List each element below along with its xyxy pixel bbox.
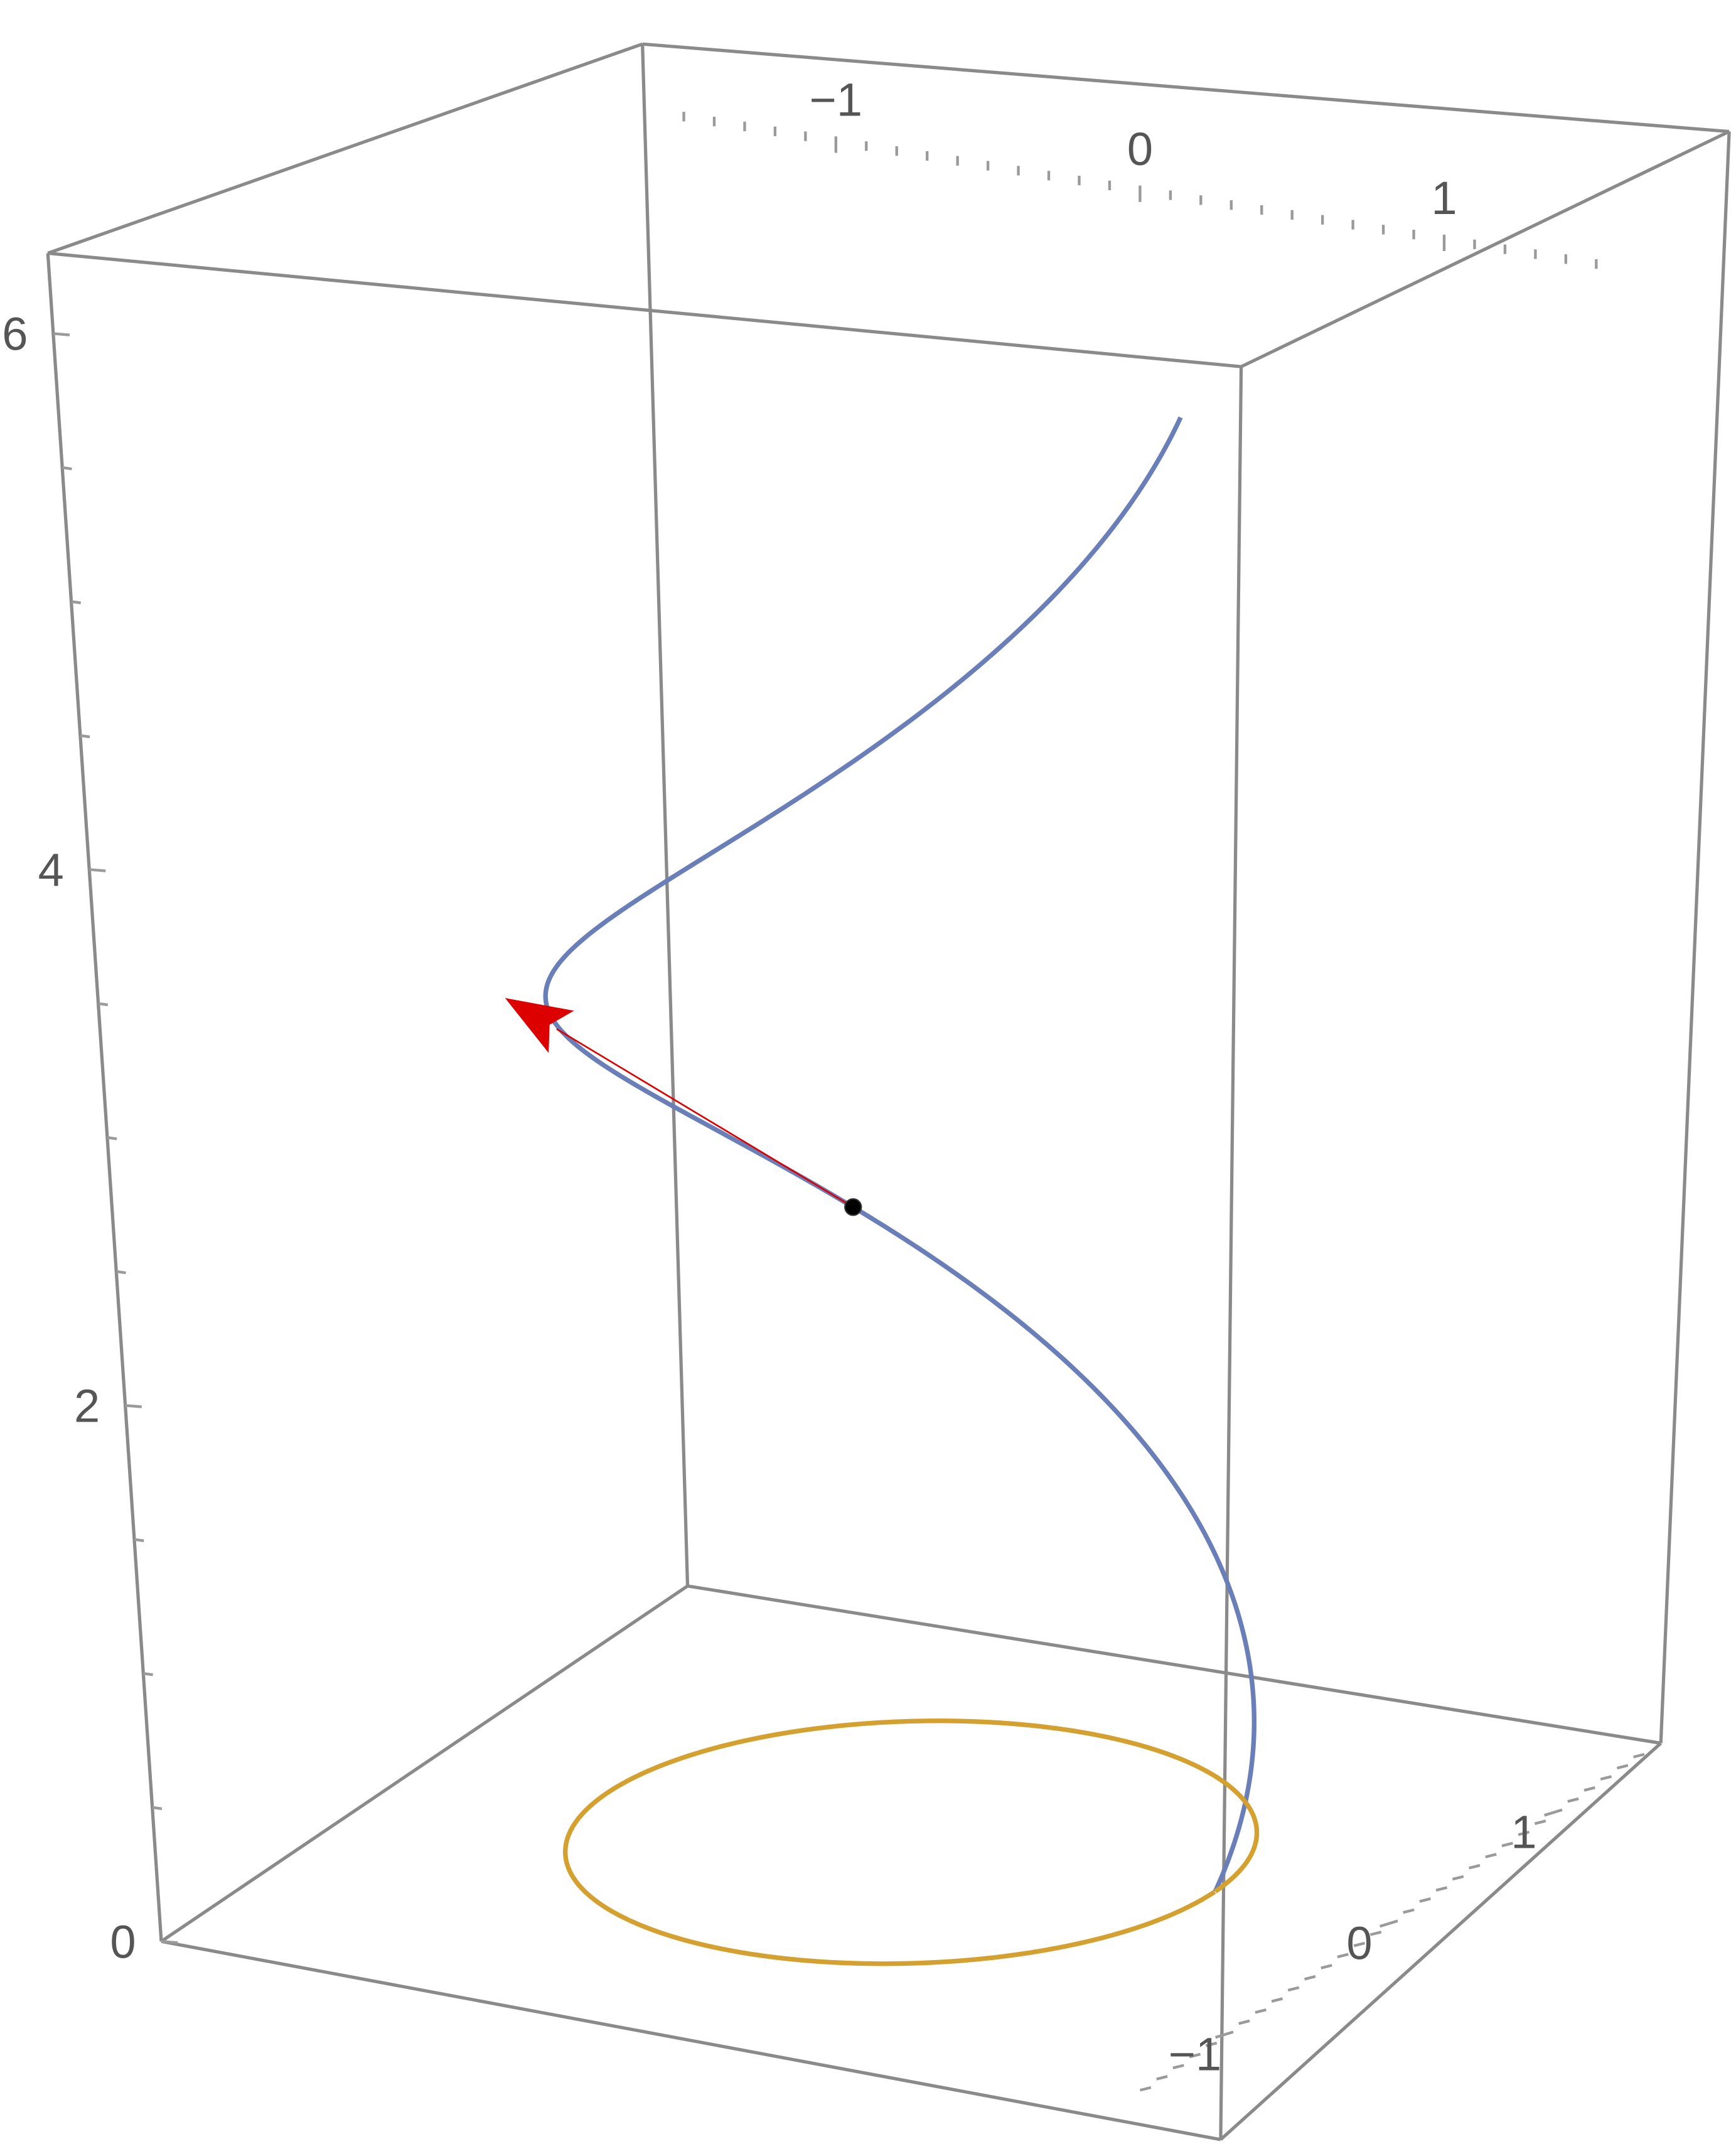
z-tick-label: 6: [2, 308, 28, 360]
y-tick-mark: [1534, 1820, 1546, 1825]
y-tick-mark: [1172, 2064, 1184, 2070]
y-tick-mark: [1205, 2042, 1218, 2047]
y-tick-mark: [1271, 1997, 1283, 2003]
y-tick-mark: [1633, 1752, 1645, 1759]
z-tick-mark: [161, 1940, 178, 1944]
y-tick-label: 1: [1511, 1806, 1536, 1858]
y-tick-mark: [1214, 2030, 1234, 2039]
z-tick-label: 4: [38, 844, 64, 896]
z-tick-label: 0: [110, 1916, 136, 1968]
y-tick-mark: [1403, 1908, 1415, 1914]
box-edge: [641, 44, 690, 1586]
box-edge: [1219, 367, 1243, 2140]
z-tick-mark: [53, 332, 70, 336]
x-tick-label: 0: [1127, 123, 1153, 175]
z-tick-mark: [125, 1404, 142, 1408]
helix-curve: [543, 416, 1256, 1893]
y-tick-mark: [1501, 1841, 1513, 1848]
y-tick-mark: [1304, 1975, 1316, 1981]
y-tick-mark: [1337, 1953, 1349, 1959]
box-edge: [47, 251, 1241, 368]
y-tick-mark: [1255, 2008, 1267, 2014]
z-tick-mark: [62, 466, 72, 471]
y-tick-mark: [1600, 1775, 1612, 1781]
box-edge: [1240, 130, 1730, 368]
y-tick-mark: [1616, 1764, 1629, 1770]
y-tick-mark: [1139, 2086, 1152, 2092]
y-tick-label: 0: [1346, 1917, 1372, 1969]
y-tick-mark: [1287, 1986, 1300, 1992]
z-tick-mark: [115, 1270, 126, 1275]
z-tick-mark: [134, 1538, 144, 1543]
box-edge: [642, 42, 1730, 134]
x-tick-label: −1: [810, 74, 862, 126]
z-tick-label: 2: [74, 1380, 100, 1432]
z-tick-mark: [142, 1672, 153, 1676]
y-tick-mark: [1469, 1863, 1481, 1870]
box-edge: [161, 1939, 1221, 2141]
y-tick-mark: [1452, 1875, 1464, 1881]
z-tick-mark: [107, 1136, 117, 1140]
y-tick-mark: [1544, 1808, 1563, 1817]
z-tick-mark: [80, 734, 90, 739]
y-tick-mark: [1485, 1853, 1497, 1858]
tick-labels: −1 0 1 −1 0 1 0 2 4 6: [2, 74, 1536, 2081]
box-edge: [1659, 131, 1731, 1744]
y-tick-mark: [1369, 1931, 1382, 1936]
tangent-arrow-head: [505, 998, 574, 1053]
series-layer: [505, 416, 1260, 1966]
tick-marks: [53, 112, 1645, 2092]
box-edge: [687, 1584, 1661, 1745]
y-tick-mark: [1435, 1886, 1448, 1892]
y-tick-mark: [1321, 1964, 1332, 1970]
y-tick-mark: [1419, 1897, 1431, 1903]
y-tick-mark: [1583, 1786, 1595, 1792]
box-edge: [47, 42, 643, 255]
box-edge: [46, 253, 163, 1942]
y-tick-mark: [1567, 1797, 1579, 1803]
curve-point: [844, 1198, 862, 1216]
bounding-box: [46, 42, 1731, 2141]
y-tick-mark: [1380, 1919, 1398, 1928]
box-edge: [160, 1584, 689, 1943]
box-edge: [1219, 1742, 1662, 2141]
tangent-arrow-shaft: [556, 1028, 854, 1208]
base-circle: [563, 1718, 1260, 1966]
z-tick-mark: [152, 1806, 163, 1811]
y-tick-mark: [1238, 2019, 1250, 2025]
y-tick-mark: [1518, 1830, 1530, 1836]
y-tick-mark: [1189, 2052, 1201, 2059]
y-tick-mark: [1353, 1941, 1366, 1948]
x-tick-label: 1: [1431, 172, 1457, 224]
z-tick-mark: [89, 868, 106, 872]
y-tick-label: −1: [1169, 2028, 1221, 2080]
z-tick-mark: [98, 1002, 109, 1007]
y-tick-mark: [1156, 2075, 1168, 2081]
z-tick-mark: [71, 600, 82, 604]
